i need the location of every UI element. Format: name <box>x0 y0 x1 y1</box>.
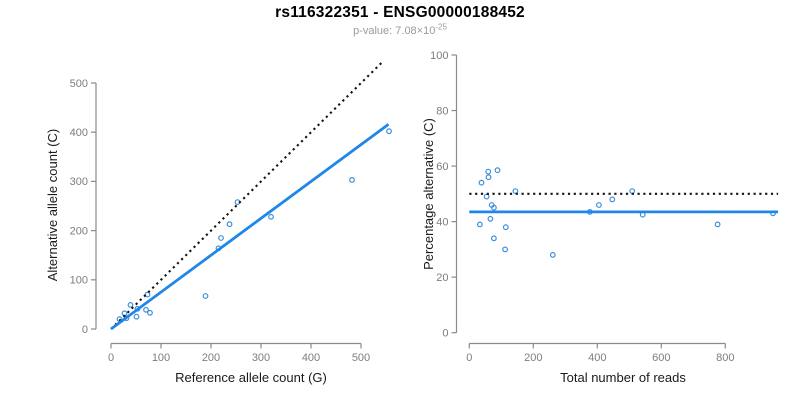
data-point <box>478 179 485 186</box>
data-point <box>491 235 497 242</box>
figure-header: rs116322351 - ENSG00000188452 p-value: 7… <box>0 4 800 37</box>
x-axis-title: Reference allele count (G) <box>175 370 327 385</box>
x-tick-label: 0 <box>466 352 472 364</box>
x-tick-label: 300 <box>252 352 270 364</box>
y-tick-label: 20 <box>436 272 448 284</box>
data-point <box>202 293 209 299</box>
y-tick-label: 500 <box>70 78 88 90</box>
x-tick-label: 200 <box>202 352 220 364</box>
data-point <box>144 291 151 298</box>
data-point <box>127 302 134 308</box>
data-point <box>491 204 497 211</box>
data-point <box>483 193 490 200</box>
data-point <box>268 213 274 220</box>
x-tick-label: 600 <box>652 352 670 364</box>
x-tick-label: 200 <box>524 352 542 364</box>
identity-line <box>110 60 385 330</box>
x-axis-title: Total number of reads <box>560 370 686 385</box>
data-point <box>609 196 616 203</box>
plot-title: rs116322351 - ENSG00000188452 <box>275 4 525 21</box>
fit-line <box>110 123 390 331</box>
p-value-text: p-value: 7.08×10 <box>353 25 436 37</box>
y-tick-label: 0 <box>442 328 448 340</box>
data-point <box>494 167 501 174</box>
data-point <box>349 176 355 183</box>
y-axis: 0 100 200 300 400 500 <box>70 78 97 336</box>
y-axis-title: Percentage alternative (C) <box>421 118 436 270</box>
data-point <box>629 188 636 195</box>
data-point <box>218 235 224 241</box>
x-tick-label: 100 <box>152 352 170 364</box>
y-tick-label: 200 <box>70 225 88 237</box>
x-tick-label: 400 <box>302 352 320 364</box>
y-tick-label: 60 <box>436 161 448 173</box>
y-tick-label: 80 <box>436 105 448 117</box>
x-tick-label: 500 <box>352 352 370 364</box>
x-axis: 0 200 400 600 800 <box>466 342 734 364</box>
y-tick-label: 100 <box>70 275 88 287</box>
x-tick-label: 400 <box>588 352 606 364</box>
data-point <box>143 306 149 313</box>
data-point <box>487 215 494 222</box>
p-value-exponent: -25 <box>435 22 447 32</box>
data-point <box>477 221 483 228</box>
data-point <box>147 309 153 316</box>
data-point <box>485 168 492 175</box>
y-axis: 0 20 40 60 80 100 <box>430 50 458 340</box>
y-tick-label: 40 <box>436 216 448 228</box>
y-tick-label: 400 <box>70 127 88 139</box>
p-value-subtitle: p-value: 7.08×10-25 <box>0 22 800 37</box>
data-point <box>549 251 556 258</box>
data-point <box>502 246 509 253</box>
x-axis: 0 100 200 300 400 500 <box>108 342 370 364</box>
data-point <box>714 221 721 228</box>
data-point <box>485 174 492 181</box>
y-axis-title: Alternative allele count (C) <box>45 129 60 281</box>
data-point <box>386 128 392 135</box>
y-tick-label: 100 <box>430 50 448 62</box>
y-tick-label: 300 <box>70 176 88 188</box>
x-tick-label: 800 <box>716 352 734 364</box>
data-point <box>226 221 233 228</box>
data-point <box>512 188 519 195</box>
allele-count-scatter: 0 100 200 300 400 500 0 100 200 300 400 500 Referenc… <box>45 60 392 385</box>
data-point <box>596 202 602 208</box>
percentage-vs-reads-scatter: 0 20 40 60 80 100 0 200 400 600 800 Total number of… <box>421 50 779 385</box>
data-point <box>133 313 140 320</box>
y-tick-label: 0 <box>82 324 88 336</box>
data-points <box>477 167 776 258</box>
data-point <box>502 224 509 231</box>
x-tick-label: 0 <box>108 352 114 364</box>
